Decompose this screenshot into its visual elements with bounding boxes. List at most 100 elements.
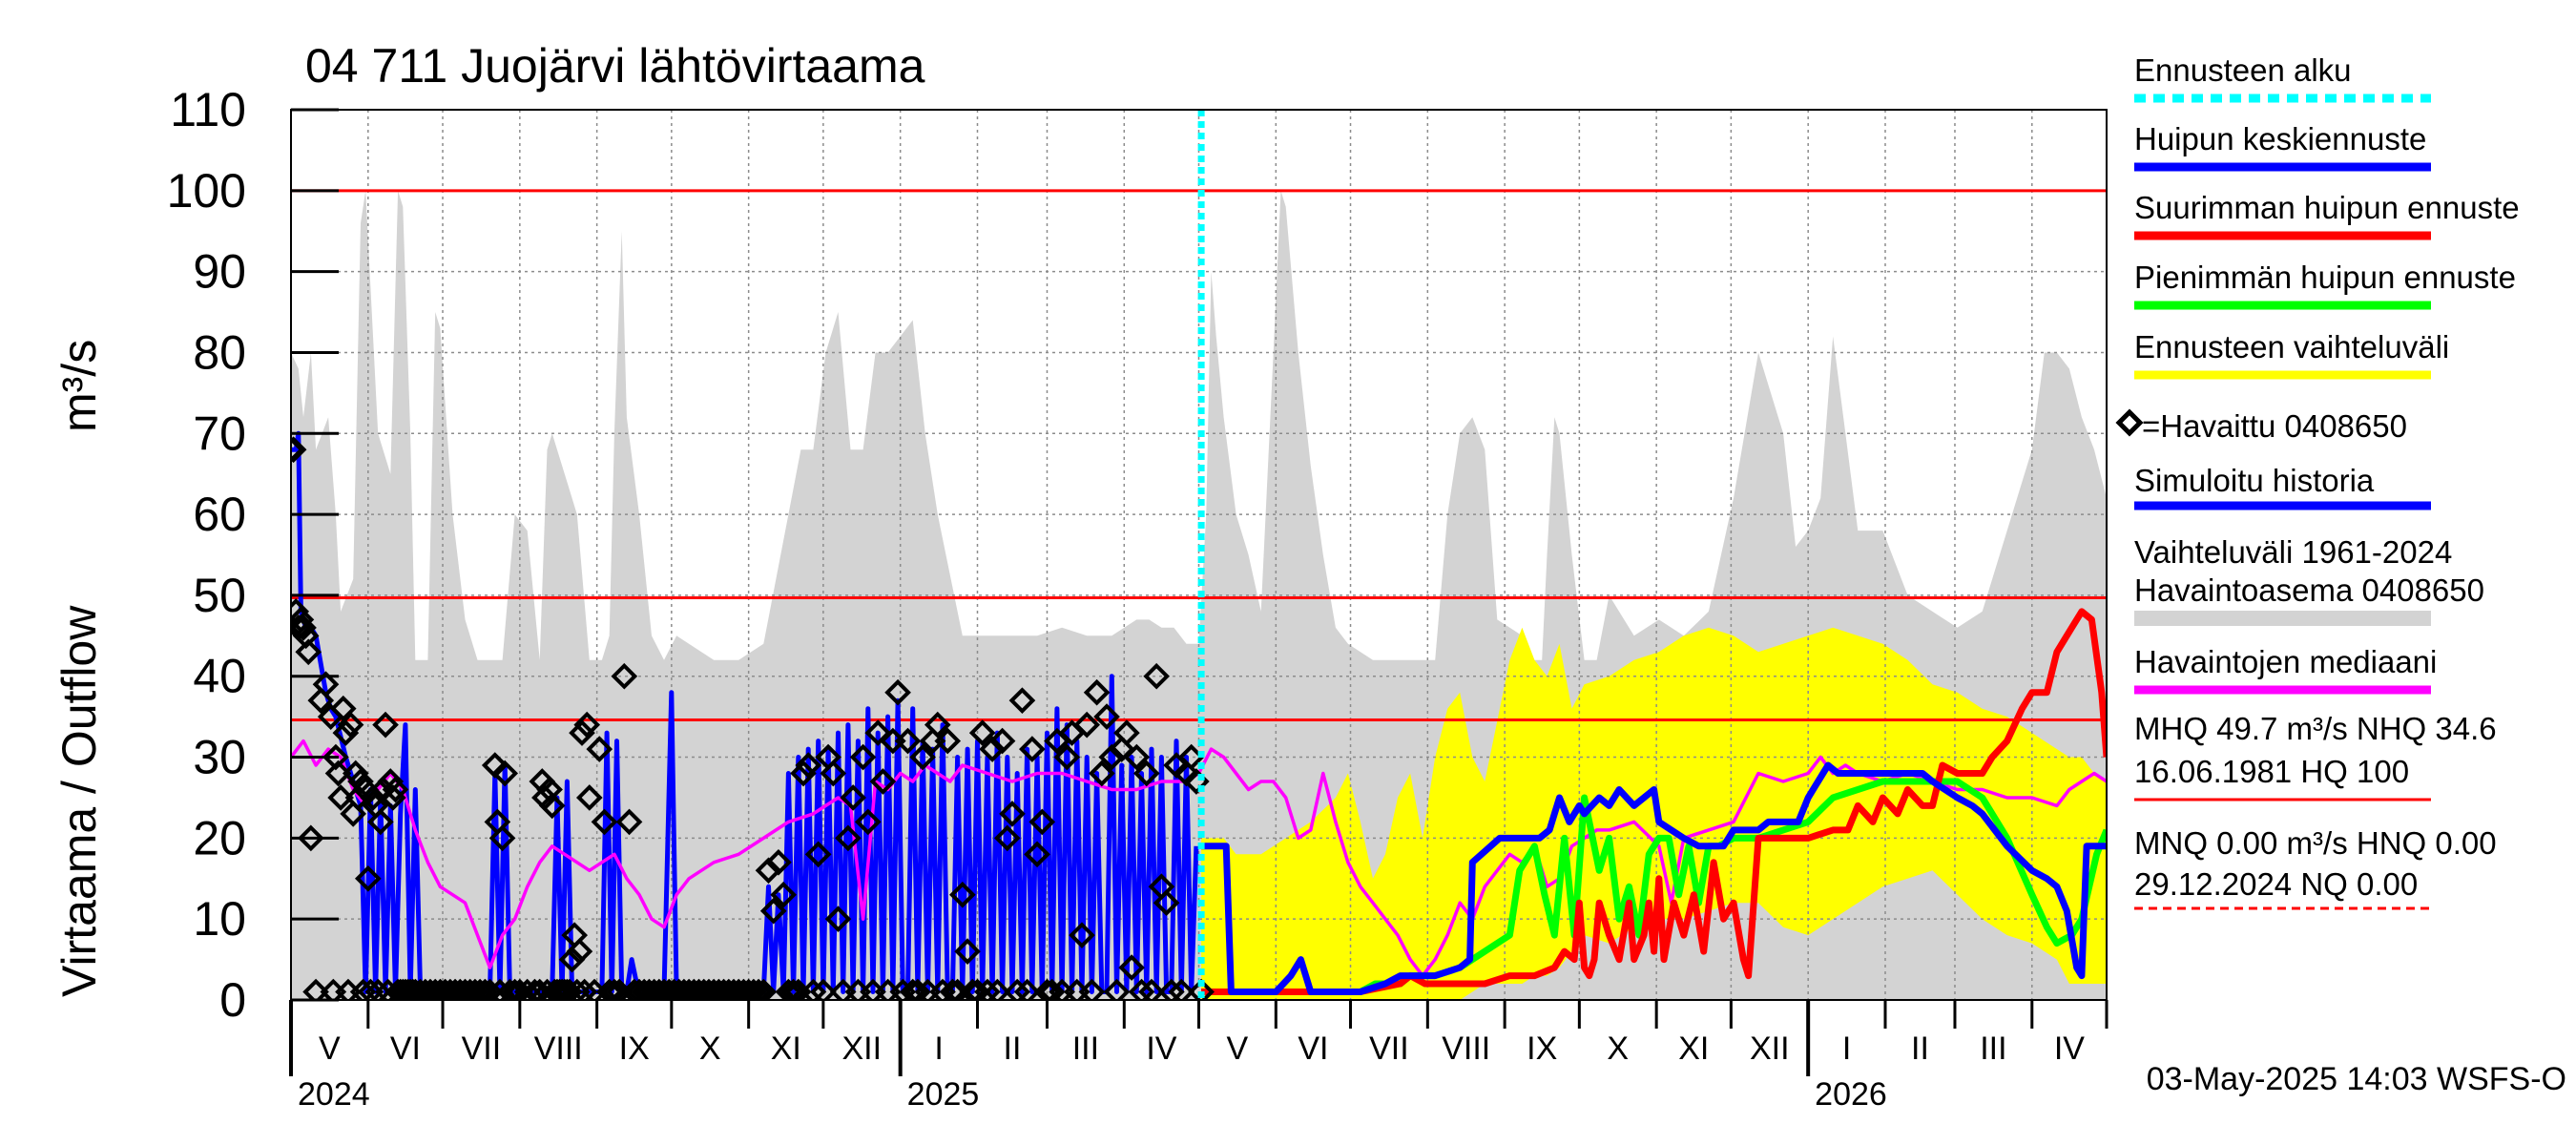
legend-label-line2: 16.06.1981 HQ 100 [2134, 754, 2409, 789]
observed-point [984, 978, 1011, 1000]
month-label: I [1842, 1030, 1851, 1067]
observed-point [1123, 743, 1151, 771]
legend-item: Ennusteen vaihteluväli [2134, 329, 2449, 380]
observed-point [894, 727, 922, 755]
legend-item: Huipun keskiennuste [2134, 121, 2431, 172]
month-label: X [699, 1030, 721, 1067]
month-label: VIII [1442, 1030, 1490, 1067]
month-label: XII [841, 1030, 882, 1067]
month-label: XII [1750, 1030, 1790, 1067]
observed-point [312, 671, 340, 698]
observed-point [770, 881, 797, 908]
observed-point [864, 719, 892, 746]
y-tick-label: 20 [193, 811, 246, 864]
observed-point [1004, 978, 1031, 1000]
observed-point [611, 662, 638, 690]
month-label: IX [619, 1030, 650, 1067]
observed-point [1028, 808, 1056, 836]
month-label: IV [1146, 1030, 1176, 1067]
observed-point [1098, 743, 1126, 771]
observed-point [488, 824, 516, 852]
legend-label-line2: Havaintoasema 0408650 [2134, 572, 2484, 608]
observed-point [1089, 760, 1115, 787]
observed-point [340, 801, 366, 827]
legend-item: MNQ 0.00 m³/s HNQ 0.00 29.12.2024 NQ 0.00 [2134, 825, 2497, 910]
observed-point [934, 727, 962, 755]
observed-point [800, 978, 827, 1000]
observed-point [1078, 978, 1106, 1000]
y-tick-label: 0 [219, 973, 246, 1027]
y-tick-label: 90 [193, 245, 246, 299]
observed-point [372, 711, 399, 739]
observed-point [954, 938, 981, 965]
observed-point [924, 711, 951, 739]
legend-item: Simuloitu historia [2134, 463, 2431, 510]
year-label: 2025 [907, 1076, 980, 1113]
observed-point [849, 743, 877, 771]
observed-point [496, 978, 524, 1000]
observed-point [307, 687, 335, 715]
legend-item: Ennusteen alku [2134, 52, 2431, 103]
observed-point [327, 784, 354, 811]
observed-point [1118, 954, 1145, 981]
observed-point [804, 841, 832, 868]
month-label: II [1004, 1030, 1022, 1067]
legend-item: Vaihteluväli 1961-2024 Havaintoasema 040… [2134, 534, 2484, 626]
observed-point [347, 768, 374, 795]
observed-point [765, 848, 792, 876]
observed-point [298, 824, 324, 852]
observed-point [1019, 736, 1046, 762]
observed-point [1168, 978, 1195, 1000]
observed-point [563, 978, 591, 1000]
legend-item: MHQ 49.7 m³/s NHQ 34.6 16.06.1981 HQ 100 [2134, 711, 2497, 802]
observed-point [354, 864, 382, 892]
observed-point [364, 978, 392, 1000]
observed-point [999, 801, 1026, 827]
observed-point [1138, 978, 1165, 1000]
observed-point [571, 978, 598, 1000]
observed-point [467, 978, 493, 1000]
observed-point [1093, 703, 1120, 730]
legend-label: Vaihteluväli 1961-2024 [2134, 534, 2452, 570]
legend-item: Suurimman huipun ennuste [2134, 190, 2520, 240]
legend-label: Simuloitu historia [2134, 463, 2375, 498]
observed-point [740, 978, 767, 1000]
observed-point [824, 906, 852, 933]
observed-point [835, 824, 862, 852]
y-tick-label: 110 [170, 83, 246, 136]
observed-point [367, 808, 394, 836]
observed-point [779, 978, 807, 1000]
observed-point [591, 808, 618, 836]
legend-label: Huipun keskiennuste [2134, 121, 2426, 156]
month-label: V [319, 1030, 341, 1067]
observed-point [840, 784, 866, 811]
y-axis-label: Virtaama / Outflow [52, 605, 106, 997]
observed-point [820, 760, 847, 787]
observed-point [904, 978, 931, 1000]
observed-point [1143, 662, 1171, 690]
legend-label: =Havaittu 0408650 [2142, 408, 2407, 444]
observed-point [1008, 687, 1036, 715]
plot-area [291, 110, 2107, 1000]
observed-point [1188, 978, 1215, 1000]
observed-point [601, 978, 628, 1000]
observed-point [939, 978, 966, 1000]
observed-point [974, 978, 1001, 1000]
month-label: VI [390, 1030, 421, 1067]
month-label: VIII [534, 1030, 583, 1067]
y-tick-label: 40 [193, 650, 246, 703]
y-axis-unit: m³/s [52, 340, 106, 432]
observed-point [854, 808, 882, 836]
observed-point [342, 760, 369, 787]
legend-item: Pienimmän huipun ennuste [2134, 260, 2516, 310]
observed-point [615, 808, 643, 836]
observed-point [1083, 678, 1111, 706]
observed-point [573, 711, 601, 739]
observed-point [382, 776, 409, 803]
observed-point [1073, 711, 1101, 739]
legend-item: Havaintojen mediaani [2134, 644, 2437, 695]
observed-point [810, 978, 837, 1000]
month-label: X [1607, 1030, 1629, 1067]
observed-point [884, 678, 911, 706]
